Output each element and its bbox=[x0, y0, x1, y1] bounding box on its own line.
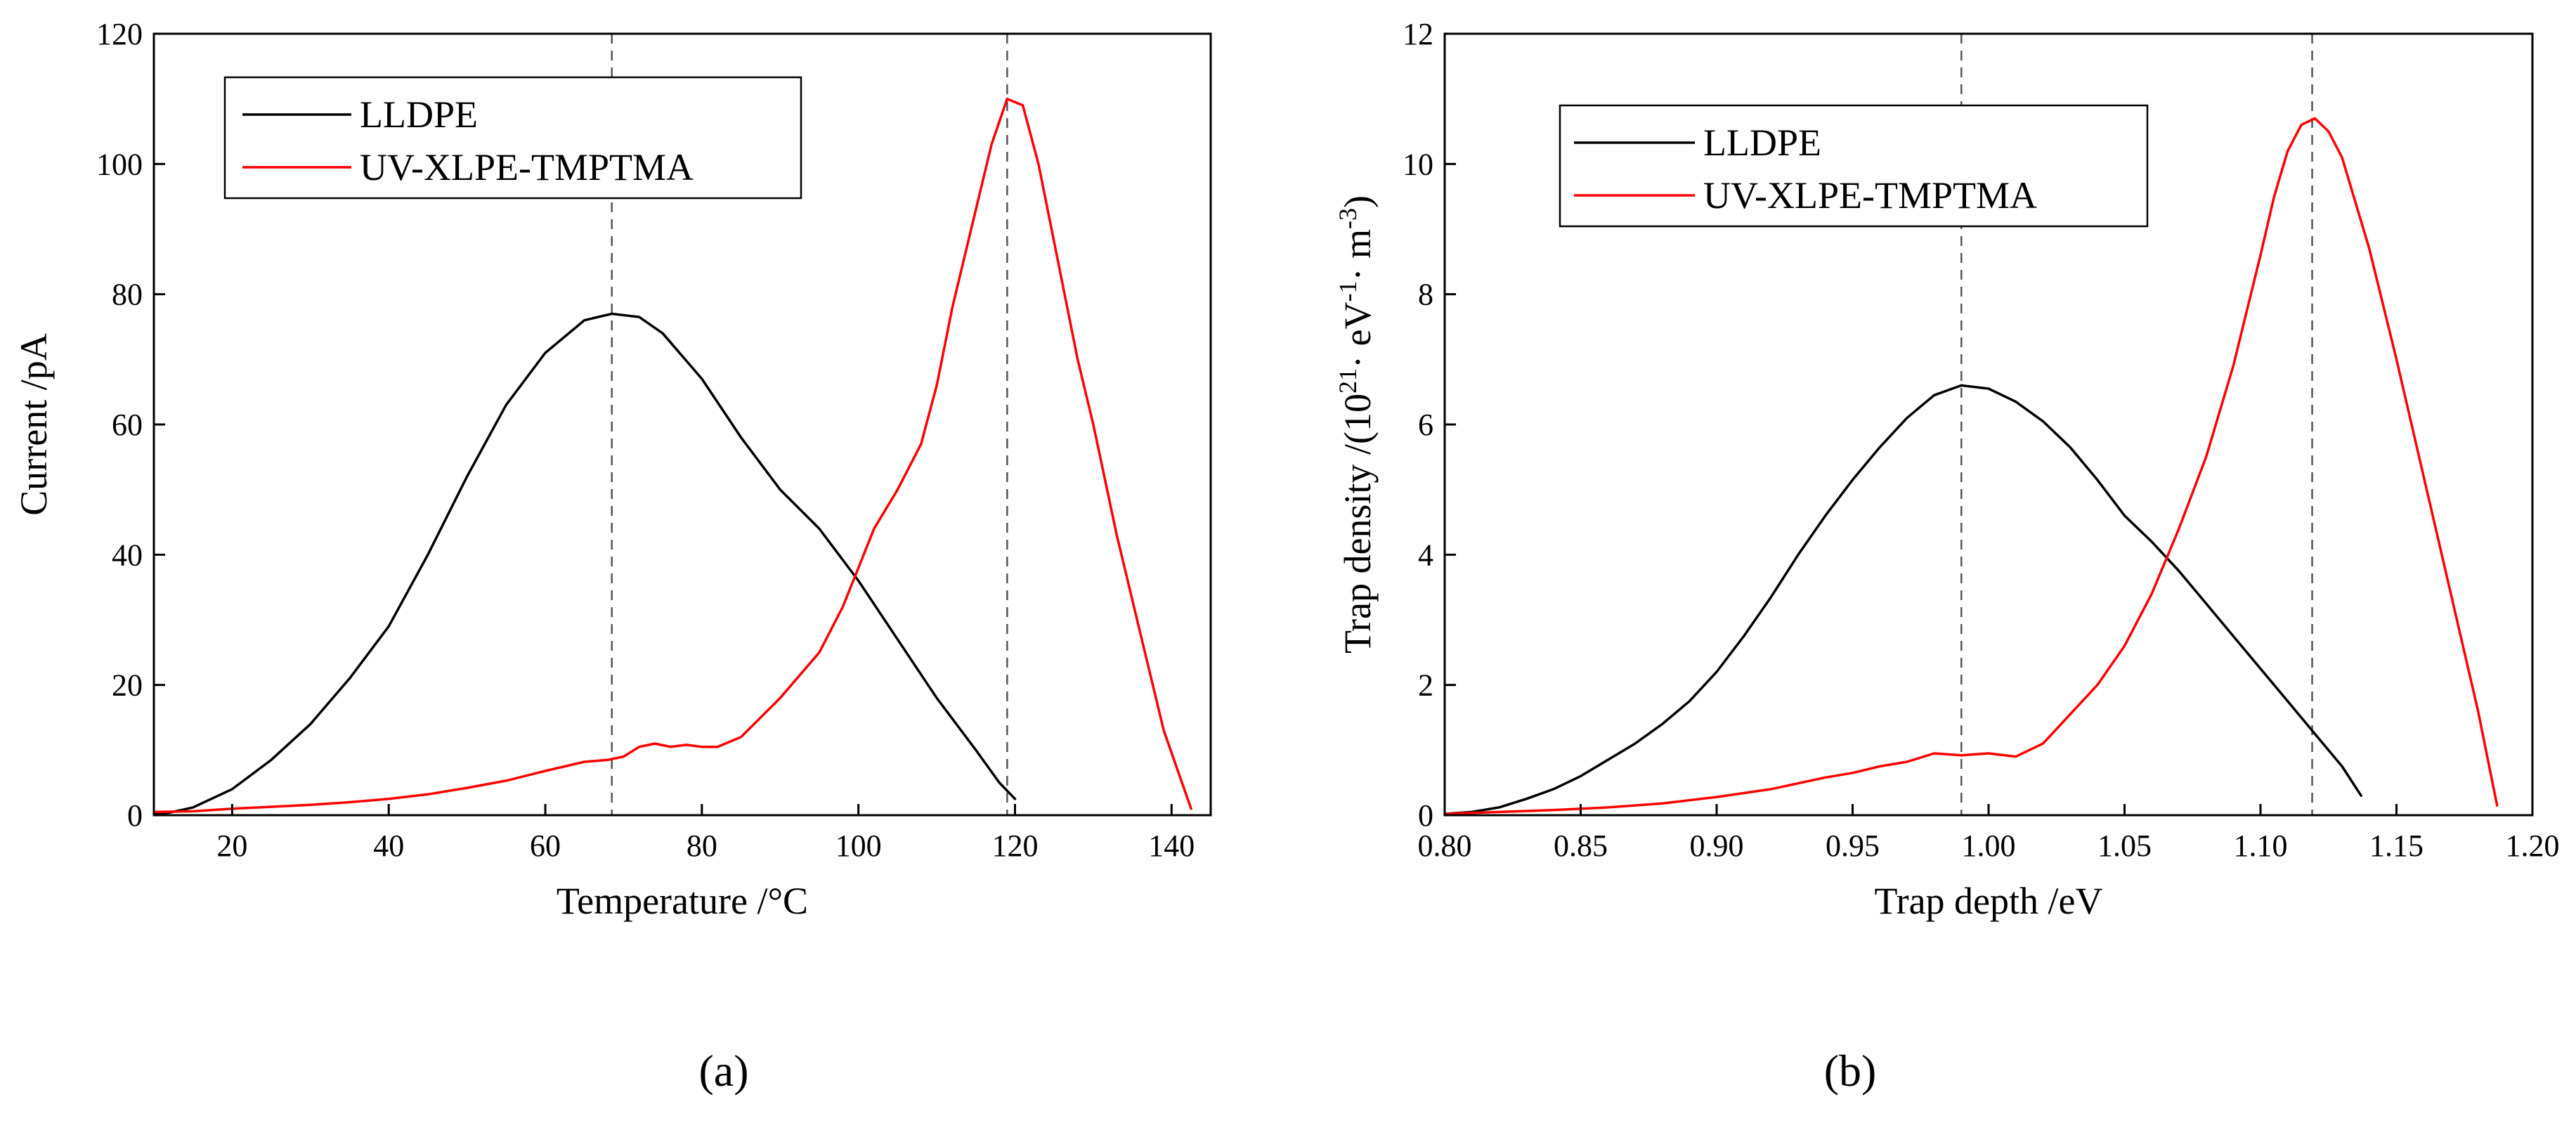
panel-a-x-tick-label: 40 bbox=[373, 829, 404, 863]
panel-a: 20 40 60 80 100 120 140 0 20 40 60 80 100 120 Tempera… bbox=[13, 17, 1212, 1096]
panel-a-y-axis-title: Current /pA bbox=[13, 333, 55, 515]
panel-b-curves bbox=[1443, 34, 2499, 815]
panel-a-x-tick-label: 60 bbox=[530, 829, 561, 863]
panel-a-series-lldpe bbox=[152, 312, 1017, 815]
panel-a-legend-label-lldpe: LLDPE bbox=[360, 93, 478, 136]
panel-b-x-tick-label: 0.95 bbox=[1826, 829, 1880, 863]
panel-a-y-tick-label: 80 bbox=[112, 278, 143, 312]
panel-b-y-tick-label: 6 bbox=[1418, 408, 1433, 442]
panel-b-caption: (b) bbox=[1824, 1046, 1877, 1096]
panel-b-series-lldpe bbox=[1443, 384, 2362, 815]
panel-b-y-tick-label: 12 bbox=[1403, 17, 1433, 51]
panel-b-legend-label-uv-xlpe-tmptma: UV-XLPE-TMPTMA bbox=[1703, 174, 2037, 216]
panel-a-series-uv-xlpe-tmptma bbox=[152, 97, 1192, 814]
panel-b-y-axis-title-part-1: Trap density /(10 bbox=[1336, 394, 1379, 654]
panel-b-x-tick-label: 0.90 bbox=[1690, 829, 1744, 863]
panel-b-ticks: 0.80 0.85 0.90 0.95 1.00 1.05 1.10 1.15 1.20 0 2 4 6… bbox=[1403, 17, 2560, 863]
panel-b-x-tick-label: 0.85 bbox=[1554, 829, 1608, 863]
panel-b-y-tick-label: 8 bbox=[1418, 278, 1433, 312]
panel-b-legend: LLDPE UV-XLPE-TMPTMA bbox=[1559, 104, 2149, 228]
panel-b-legend-label-lldpe: LLDPE bbox=[1703, 122, 1821, 164]
panel-a-y-tick-label: 20 bbox=[112, 668, 143, 703]
panel-b-y-tick-label: 10 bbox=[1403, 147, 1433, 181]
panel-b-y-axis-title-part-3: · m bbox=[1336, 229, 1379, 281]
panel-b-y-axis-title-sup-3: -3 bbox=[1334, 208, 1362, 229]
panel-b-legend-box bbox=[1559, 104, 2149, 228]
panel-b-y-tick-label: 0 bbox=[1418, 798, 1433, 833]
panel-b-x-tick-label: 1.00 bbox=[1962, 829, 2016, 863]
panel-a-legend: LLDPE UV-XLPE-TMPTMA bbox=[223, 76, 802, 200]
panel-a-caption: (a) bbox=[698, 1046, 748, 1096]
panel-b-series-uv-xlpe-tmptma bbox=[1443, 117, 2499, 815]
panel-a-x-tick-label: 100 bbox=[835, 829, 882, 863]
panel-b-y-axis-title-sup-1: 21 bbox=[1334, 368, 1362, 394]
panel-a-ticks: 20 40 60 80 100 120 140 0 20 40 60 80 100 120 bbox=[96, 17, 1195, 863]
panel-a-y-tick-label: 100 bbox=[96, 147, 143, 181]
panel-a-legend-box bbox=[223, 76, 802, 200]
panel-a-x-tick-label: 120 bbox=[991, 829, 1038, 863]
panel-a-x-tick-label: 80 bbox=[687, 829, 717, 863]
panel-a-x-tick-label: 140 bbox=[1148, 829, 1195, 863]
panel-a-x-axis-title: Temperature /°C bbox=[557, 880, 808, 922]
panel-a-y-tick-label: 60 bbox=[112, 408, 143, 442]
panel-a-y-tick-label: 0 bbox=[127, 798, 143, 833]
panel-b-y-tick-label: 4 bbox=[1418, 538, 1433, 572]
panel-a-y-tick-label: 120 bbox=[96, 17, 143, 51]
panel-a-legend-label-uv-xlpe-tmptma: UV-XLPE-TMPTMA bbox=[360, 146, 694, 188]
panel-b-y-axis-title: Trap density /(1021· eV-1· m-3) bbox=[1334, 195, 1379, 654]
panel-a-y-tick-label: 40 bbox=[112, 538, 143, 572]
panel-b-y-axis-title-part-2: · eV bbox=[1336, 302, 1379, 368]
panel-b-x-tick-label: 1.05 bbox=[2097, 829, 2152, 863]
panel-a-curves bbox=[152, 34, 1192, 815]
panel-b-x-tick-label: 1.10 bbox=[2234, 829, 2288, 863]
panel-b-y-axis-title-part-4: ) bbox=[1336, 195, 1379, 208]
panel-b-x-tick-label: 1.15 bbox=[2369, 829, 2424, 863]
panel-b-x-axis-title: Trap depth /eV bbox=[1875, 880, 2103, 922]
panel-b: 0.80 0.85 0.90 0.95 1.00 1.05 1.10 1.15 1.20 0 2 4 6… bbox=[1334, 17, 2560, 1096]
panel-b-y-tick-label: 2 bbox=[1418, 668, 1433, 703]
panel-b-y-axis-title-sup-2: -1 bbox=[1334, 281, 1362, 302]
panel-b-x-tick-label: 1.20 bbox=[2506, 829, 2560, 863]
panel-b-x-tick-label: 0.80 bbox=[1418, 829, 1472, 863]
panel-a-x-tick-label: 20 bbox=[216, 829, 247, 863]
